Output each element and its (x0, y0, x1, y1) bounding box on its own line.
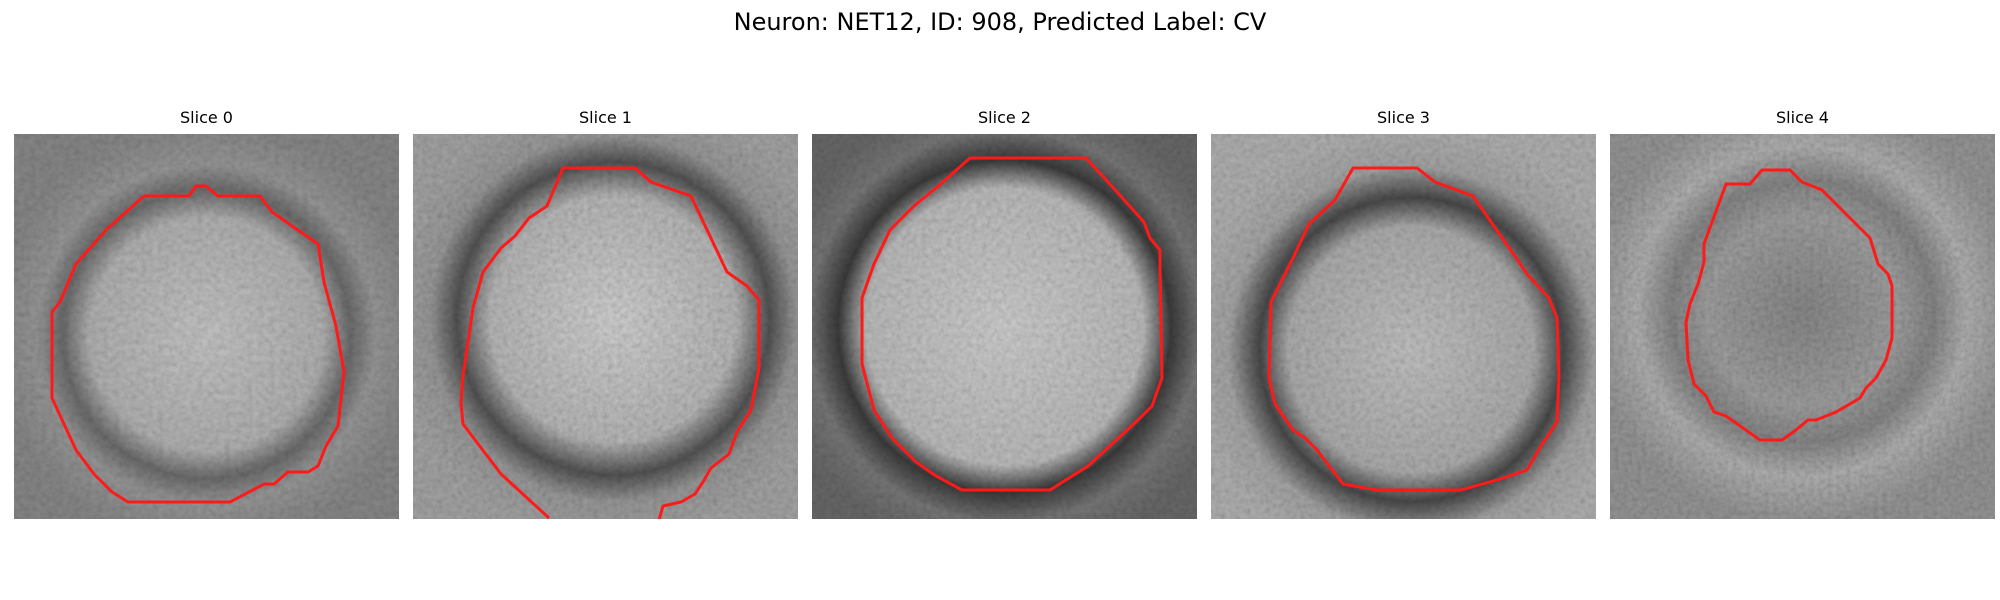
panel-slice-4: Slice 4 (1610, 108, 1995, 519)
panel-slice-1: Slice 1 (413, 108, 798, 519)
slice-image-3 (1211, 134, 1596, 519)
slice-image-2 (812, 134, 1197, 519)
figure-title: Neuron: NET12, ID: 908, Predicted Label:… (733, 8, 1267, 36)
panel-title: Slice 4 (1776, 108, 1829, 127)
contour-line (459, 166, 761, 519)
panel-title: Slice 3 (1377, 108, 1430, 127)
panel-title: Slice 1 (579, 108, 632, 127)
panel-slice-2: Slice 2 (812, 108, 1197, 519)
slice-image-4 (1610, 134, 1995, 519)
contour-line (860, 156, 1164, 492)
contour-line (50, 184, 346, 504)
slice-image-1 (413, 134, 798, 519)
slice-image-0 (14, 134, 399, 519)
panel-slice-3: Slice 3 (1211, 108, 1596, 519)
panel-slice-0: Slice 0 (14, 108, 399, 519)
panel-title: Slice 2 (978, 108, 1031, 127)
contour-line (1684, 168, 1894, 442)
panel-title: Slice 0 (180, 108, 233, 127)
contour-line (1267, 166, 1561, 492)
